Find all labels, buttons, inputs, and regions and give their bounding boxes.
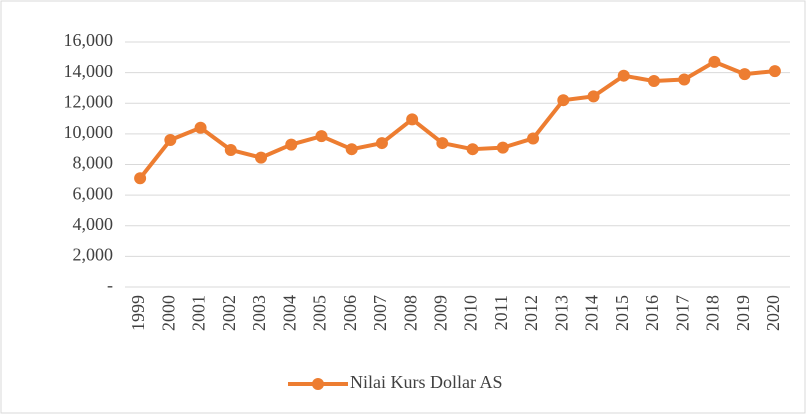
y-tick-label: 10,000 [64, 122, 114, 142]
point [617, 69, 630, 82]
point [647, 75, 660, 88]
x-tick-label: 2004 [279, 295, 299, 331]
legend-label: Nilai Kurs Dollar AS [350, 372, 503, 392]
x-tick-label: 1999 [128, 295, 148, 331]
point [255, 151, 268, 164]
x-tick-label: 2017 [672, 295, 692, 331]
y-tick-label: 2,000 [73, 245, 114, 265]
point [375, 137, 388, 150]
point [194, 121, 207, 134]
line [138, 59, 776, 180]
x-tick-label: 2007 [370, 295, 390, 331]
x-tick-label: 2000 [158, 295, 178, 331]
point [678, 73, 691, 86]
x-tick-label: 2019 [733, 295, 753, 331]
point [587, 90, 600, 103]
x-tick-label: 2008 [400, 295, 420, 331]
y-tick-label: 12,000 [64, 91, 114, 111]
x-tick-label: 2010 [461, 295, 481, 331]
point [345, 143, 358, 156]
x-tick-label: 2011 [491, 295, 511, 330]
y-tick-label: - [107, 275, 113, 295]
y-tick-label: 6,000 [73, 183, 114, 203]
point [738, 68, 751, 81]
x-tick-label: 2015 [612, 295, 632, 331]
point [466, 143, 479, 156]
y-tick-label: 16,000 [64, 30, 114, 50]
x-tick-label: 2013 [551, 295, 571, 331]
x-tick-label: 2001 [189, 295, 209, 331]
point [708, 55, 721, 68]
x-tick-label: 2003 [249, 295, 269, 331]
y-tick-label: 8,000 [73, 153, 114, 173]
x-tick-label: 2018 [703, 295, 723, 331]
x-tick-label: 2009 [431, 295, 451, 331]
point [134, 172, 147, 185]
y-tick-label: 14,000 [64, 61, 114, 81]
x-tick-label: 2002 [219, 295, 239, 331]
y-tick-label: 4,000 [73, 214, 114, 234]
point [285, 138, 298, 151]
x-tick-label: 2012 [521, 295, 541, 331]
point [406, 113, 419, 126]
point [557, 94, 570, 107]
point [164, 134, 177, 146]
point [768, 65, 781, 78]
point [224, 143, 237, 156]
x-tick-label: 2006 [340, 295, 360, 331]
x-tick-label: 2014 [582, 295, 602, 331]
point [527, 132, 540, 145]
x-tick-label: 2020 [763, 295, 783, 331]
legend-marker [312, 378, 324, 390]
point [315, 130, 328, 143]
point [436, 137, 449, 150]
point [496, 141, 509, 154]
x-tick-label: 2005 [310, 295, 330, 331]
x-tick-label: 2016 [642, 295, 662, 331]
